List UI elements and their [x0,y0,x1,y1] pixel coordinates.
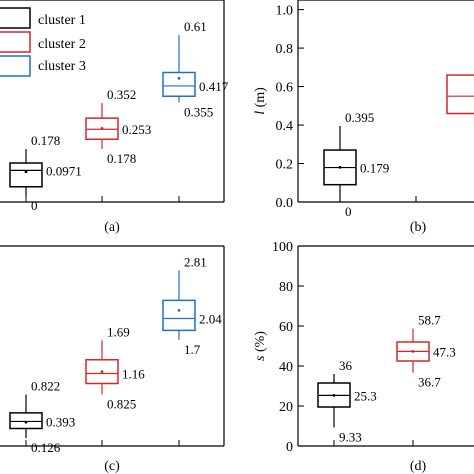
legend-label-cluster-2: cluster 2 [38,37,86,52]
label-median: 47.3 [433,344,456,359]
label-median: 0.253 [122,122,151,137]
legend-swatch-cluster-3 [0,55,31,77]
mean-marker [332,394,336,397]
box-cluster-2: 1.69 1.16 0.825 [85,324,145,411]
legend-swatch-cluster-2 [0,31,31,53]
y-tick-label: 0.6 [276,81,294,96]
y-tick-label: 100 [272,240,293,255]
label-whisker-low: 0.126 [31,440,61,455]
panel-c: 0.8220.3930.1261.691.160.8252.812.041.7 … [0,245,225,474]
legend-label-cluster-1: cluster 1 [38,13,86,28]
label-whisker-high: 0.822 [31,379,60,394]
label-median: 0.393 [46,414,75,429]
label-whisker-high: 0.352 [107,87,136,102]
label-median: 2.04 [199,312,222,327]
panel-b: 0.0 0.2 0.4 0.6 0.8 1.0 l (m) 0.395 0.179 0 (b) [253,0,474,235]
box-cluster-1: 0.822 0.393 0.126 [9,379,75,455]
y-tick-label: 80 [279,280,293,295]
box-cluster-3: 0.61 0.417 0.355 [162,19,229,119]
panel-c-caption: (c) [104,459,120,474]
mean-marker [177,76,181,80]
box-cluster-1: 0.395 0.179 0 [323,110,389,219]
label-whisker-high: 0.395 [345,110,374,125]
panel-d-caption: (d) [410,459,427,474]
label-median: 1.16 [122,367,145,382]
legend-swatch-cluster-1 [0,7,31,29]
y-tick-label: 0.0 [276,196,294,211]
label-whisker-low: 0.178 [107,151,136,166]
y-tick-label: 40 [279,360,293,375]
panel-a: 0.178 0.0971 0 0.352 0.253 0.178 0.61 0.417 0.35… [0,0,229,235]
panel-d-y-axis-label: s (%) [253,331,268,361]
box-cluster-2: 58.7 47.3 36.7 [396,313,456,390]
y-tick-label: 0.2 [276,158,294,173]
label-whisker-high: 0.178 [31,133,60,148]
label-whisker-high: 58.7 [418,313,441,328]
legend-label-cluster-3: cluster 3 [38,59,86,74]
label-whisker-high: 2.81 [184,254,207,269]
box-cluster-3: 2.81 2.04 1.7 [162,254,222,357]
panel-a-caption: (a) [104,220,120,235]
box-iqr [162,299,196,332]
label-whisker-low: 0.355 [184,104,213,119]
y-tick-label: 0.4 [276,119,294,134]
label-median: 25.3 [354,388,377,403]
mean-marker [338,165,342,169]
label-median: 0.417 [199,79,229,94]
label-whisker-low: 36.7 [418,375,441,390]
y-tick-label: 0 [286,440,293,455]
y-tick-label: 20 [279,400,293,415]
label-whisker-low: 0 [31,198,38,213]
panel-b-caption: (b) [410,220,427,235]
box-iqr [446,74,474,115]
box-iqr [85,359,119,385]
label-whisker-high: 1.69 [107,324,130,339]
mean-marker [24,170,28,174]
box-iqr [9,162,43,188]
label-whisker-low: 9.33 [339,429,362,444]
box-iqr [9,412,43,430]
label-whisker-low: 1.7 [184,342,201,357]
box-cluster-1: 0.178 0.0971 0 [9,133,82,213]
legend: cluster 1 cluster 2 cluster 3 [0,7,86,77]
mean-marker [100,370,104,374]
box-iqr [162,71,196,97]
y-tick-label: 1.0 [276,4,294,19]
label-whisker-low: 0.825 [107,396,136,411]
mean-marker [100,127,104,130]
panel-b-y-axis-label: l (m) [253,87,268,115]
y-tick-label: 60 [279,320,293,335]
mean-marker [24,420,28,424]
label-median: 0.0971 [46,163,82,178]
box-cluster-2 [446,74,474,115]
label-whisker-high: 0.61 [184,19,207,34]
label-whisker-high: 36 [339,358,353,373]
label-whisker-low: 0 [345,204,352,219]
box-cluster-2: 0.352 0.253 0.178 [85,87,151,166]
label-median: 0.179 [360,161,389,176]
y-tick-label: 0.8 [276,42,294,57]
mean-marker [411,350,415,353]
mean-marker [177,308,181,312]
